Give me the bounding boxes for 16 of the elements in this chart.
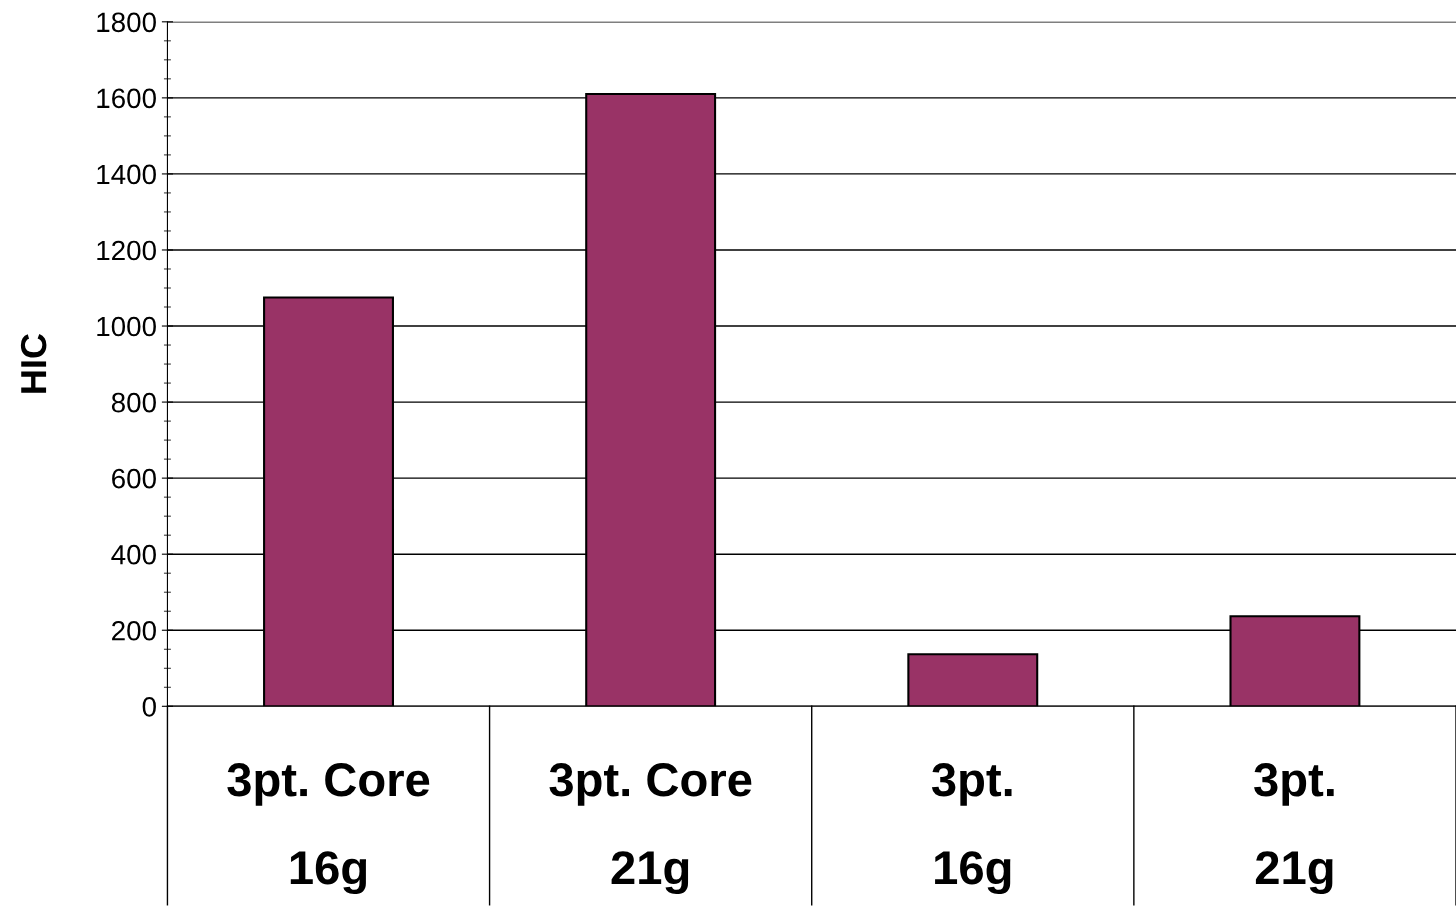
y-tick-label: 1600 bbox=[97, 88, 156, 109]
x-tick-label: 3pt. 21g bbox=[1254, 763, 1334, 895]
y-axis-title: HIC bbox=[20, 333, 47, 393]
y-tick-label: 600 bbox=[112, 468, 156, 489]
bar bbox=[907, 653, 1039, 707]
y-tick-label: 1800 bbox=[97, 12, 156, 33]
y-tick-label: 1000 bbox=[97, 316, 156, 337]
y-tick-label: 200 bbox=[112, 620, 156, 641]
y-tick-label: 400 bbox=[111, 544, 156, 565]
x-tick-label: 3pt. Core 16g bbox=[227, 763, 430, 895]
y-tick-label: 800 bbox=[111, 392, 156, 413]
x-tick-label: 3pt. Core 21g bbox=[549, 763, 752, 895]
y-tick-label: 1200 bbox=[97, 240, 156, 261]
x-tick-label: 3pt. 16g bbox=[931, 763, 1012, 895]
y-tick-label: 0 bbox=[142, 696, 156, 717]
y-tick-label: 1400 bbox=[97, 164, 156, 185]
